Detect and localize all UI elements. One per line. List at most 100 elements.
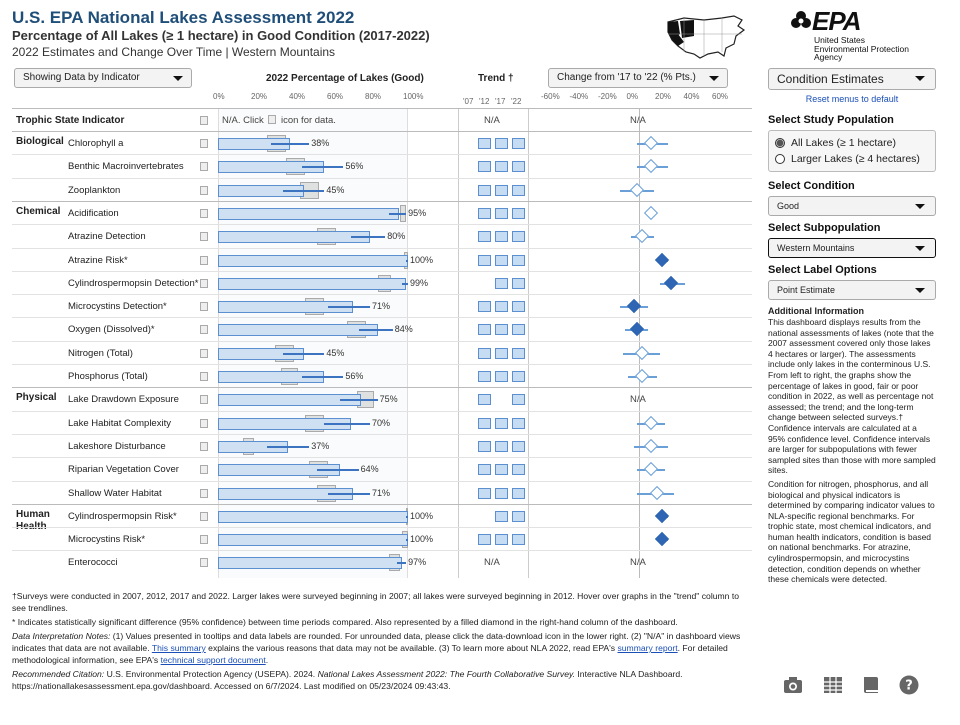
change-chart[interactable]: [548, 298, 738, 315]
download-icon[interactable]: [200, 185, 208, 195]
trend-mini-chart[interactable]: [478, 371, 532, 383]
download-icon[interactable]: [200, 395, 208, 405]
change-chart[interactable]: [548, 368, 738, 385]
change-diamond: [649, 485, 664, 500]
trend-mini-chart[interactable]: [478, 347, 532, 360]
change-chart[interactable]: [548, 415, 738, 432]
change-chart[interactable]: [548, 158, 738, 175]
help-icon[interactable]: ?: [898, 674, 920, 696]
indicator-name: Chlorophyll a: [68, 138, 124, 149]
condition-dropdown[interactable]: Good: [768, 196, 936, 216]
summary-link[interactable]: This summary: [151, 643, 206, 653]
download-icon[interactable]: [200, 139, 208, 148]
download-icon[interactable]: [200, 116, 208, 125]
download-icon[interactable]: [200, 465, 208, 475]
percentage-bar-area[interactable]: 95%: [218, 204, 426, 222]
change-chart[interactable]: [548, 508, 738, 525]
percentage-bar-area[interactable]: 64%: [218, 461, 408, 479]
trend-mini-chart[interactable]: [478, 324, 532, 336]
download-icon[interactable]: [200, 208, 208, 218]
percentage-bar-area[interactable]: 45%: [218, 181, 408, 199]
trend-mini-chart[interactable]: [478, 487, 532, 500]
trend-mini-chart[interactable]: [478, 464, 532, 476]
change-chart[interactable]: [548, 321, 738, 338]
footnote-interpretation: Data Interpretation Notes: (1) Values pr…: [12, 631, 741, 665]
trend-mini-chart[interactable]: [478, 394, 532, 406]
indicator-name: Atrazine Risk*: [68, 254, 128, 266]
trend-mini-chart[interactable]: [478, 184, 532, 197]
change-chart[interactable]: [548, 485, 738, 502]
percentage-bar-area[interactable]: 56%: [218, 158, 408, 176]
subpopulation-dropdown[interactable]: Western Mountains: [768, 238, 936, 258]
change-chart[interactable]: [548, 228, 738, 245]
trend-mini-chart[interactable]: [478, 231, 532, 243]
trend-bar: [512, 510, 525, 522]
change-chart[interactable]: [548, 438, 738, 455]
trend-mini-chart[interactable]: [478, 440, 532, 453]
percentage-bar-area[interactable]: 70%: [218, 414, 408, 432]
view-mode-dropdown[interactable]: Condition Estimates: [768, 68, 936, 90]
technical-support-link[interactable]: technical support document: [160, 655, 266, 665]
download-icon[interactable]: [200, 278, 208, 288]
trend-mini-chart[interactable]: [478, 301, 532, 313]
download-icon[interactable]: [200, 418, 208, 428]
percentage-bar-area[interactable]: 71%: [218, 298, 408, 316]
percentage-bar-area[interactable]: 100%: [218, 251, 433, 269]
download-icon[interactable]: [200, 232, 208, 242]
change-diamond: [643, 462, 659, 477]
download-icon[interactable]: [200, 558, 208, 568]
trend-mini-chart[interactable]: [478, 138, 532, 150]
book-icon[interactable]: [860, 674, 882, 696]
download-icon[interactable]: [200, 255, 208, 265]
download-icon[interactable]: [200, 372, 208, 381]
change-chart[interactable]: [548, 461, 738, 478]
table-row: Atrazine Risk* 100%: [12, 247, 752, 271]
trend-mini-chart[interactable]: [478, 510, 532, 523]
download-icon[interactable]: [200, 441, 208, 451]
percentage-bar-area[interactable]: 45%: [218, 344, 408, 362]
label-options-dropdown[interactable]: Point Estimate: [768, 280, 936, 300]
percentage-bar-area[interactable]: 37%: [218, 437, 408, 455]
change-chart[interactable]: [548, 252, 738, 269]
radio-larger-lakes[interactable]: Larger Lakes (≥ 4 hectares): [775, 151, 929, 167]
download-icon[interactable]: [200, 488, 208, 498]
percentage-bar-area[interactable]: 100%: [218, 507, 433, 525]
download-icon[interactable]: [200, 325, 208, 335]
download-icon[interactable]: [200, 348, 208, 358]
indicator-name: Oxygen (Dissolved)*: [68, 324, 155, 336]
table-download-icon[interactable]: [822, 674, 844, 696]
change-chart[interactable]: [548, 135, 738, 152]
download-icon[interactable]: [200, 535, 208, 545]
summary-report-link[interactable]: summary report: [617, 643, 678, 653]
trend-mini-chart[interactable]: [478, 254, 532, 267]
trend-mini-chart[interactable]: [478, 417, 532, 430]
percentage-bar-area[interactable]: 38%: [218, 135, 408, 152]
percentage-bar-area[interactable]: 75%: [218, 391, 408, 409]
download-icon[interactable]: [200, 162, 208, 172]
trend-mini-chart[interactable]: [478, 207, 532, 220]
camera-icon[interactable]: [782, 674, 804, 696]
change-diamond: [635, 345, 650, 360]
download-icon[interactable]: [200, 511, 208, 521]
trend-column-header[interactable]: Trend †: [478, 73, 514, 84]
reset-menus-link[interactable]: Reset menus to default: [805, 94, 899, 104]
change-chart[interactable]: [548, 531, 738, 548]
change-chart[interactable]: [548, 345, 738, 362]
trend-mini-chart[interactable]: [478, 161, 532, 173]
trend-mini-chart[interactable]: [478, 534, 532, 546]
percentage-bar-area[interactable]: 84%: [218, 321, 413, 339]
trend-mini-chart[interactable]: [478, 277, 532, 290]
percentage-bar-area[interactable]: 56%: [218, 368, 408, 385]
percentage-bar-area[interactable]: 80%: [218, 228, 408, 246]
change-chart[interactable]: [548, 205, 738, 222]
radio-all-lakes[interactable]: All Lakes (≥ 1 hectare): [775, 135, 929, 151]
percentage-bar-area[interactable]: 100%: [218, 531, 433, 549]
change-chart[interactable]: [548, 275, 738, 292]
change-period-dropdown[interactable]: Change from '17 to '22 (% Pts.): [548, 68, 728, 88]
percentage-bar-area[interactable]: 99%: [218, 274, 428, 292]
percentage-bar-area[interactable]: 71%: [218, 484, 408, 502]
change-chart[interactable]: [548, 182, 738, 199]
showing-data-dropdown[interactable]: Showing Data by Indicator: [14, 68, 192, 88]
download-icon[interactable]: [200, 302, 208, 312]
percentage-bar-area[interactable]: 97%: [218, 554, 426, 572]
